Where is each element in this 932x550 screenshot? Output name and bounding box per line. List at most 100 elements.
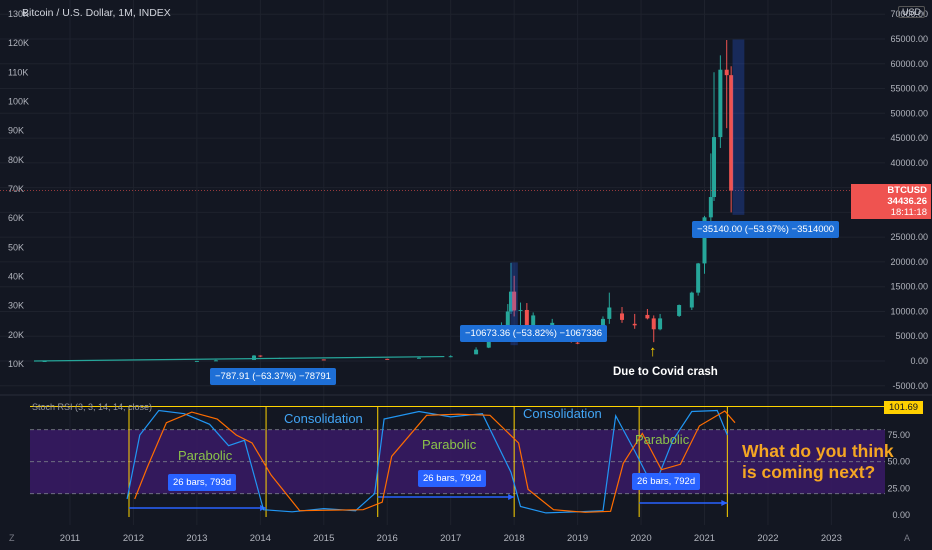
left-tick-label: 100K [8,96,29,106]
x-tick-label: 2016 [377,533,398,544]
candle-body [689,292,694,308]
candle-body [702,217,707,264]
right-tick-label: 25000.00 [890,232,928,242]
rsi-indicator-title[interactable]: Stoch RSI (3, 3, 14, 14, close) [32,402,153,412]
drawdown-callout-2021[interactable]: −35140.00 (−53.97%) −3514000 [692,221,840,238]
stoch-d-line [134,410,736,513]
candle-body [729,75,734,191]
x-tick-label: 2014 [250,533,271,544]
auto-scale-button[interactable]: A [904,533,911,543]
candle-body [508,291,513,312]
parabolic-label-2: Parabolic [422,437,477,452]
candle-body [252,355,257,361]
x-tick-label: 2019 [567,533,588,544]
candle-body [448,356,453,358]
candle-body [724,69,729,76]
right-tick-label: 70000.00 [890,9,928,19]
price-tag-symbol-line: BTCUSD 34436.26 [855,185,927,207]
right-tick-label: 0.00 [910,356,928,366]
range-arrow-head [508,494,515,500]
candle-body [651,318,656,330]
stoch-rsi-lines [126,409,736,514]
candle-body [575,342,580,344]
left-tick-label: 80K [8,155,24,165]
candlestick-series [33,39,734,362]
stoch-k-line [126,409,728,514]
covid-arrow-icon: ↑ [649,343,657,360]
consolidation-label-1: Consolidation [284,411,363,426]
left-tick-label: 70K [8,184,24,194]
x-tick-label: 2013 [186,533,207,544]
candle-body [524,309,529,327]
annotation-overlays [0,39,885,517]
candle-body [696,263,701,293]
early-price-line [33,355,445,362]
drawdown-callout-2014[interactable]: −787.91 (−63.37%) −78791 [210,368,336,385]
candle-body [677,305,682,316]
price-tag-price: 34436.26 [887,196,927,207]
axes: 2011 2012 2013 2014 2015 2016 2017 2018 2019 2020… [8,9,928,544]
rsi-tick-label: 50.00 [887,457,910,467]
candle-body [708,197,713,218]
right-tick-label: 15000.00 [890,282,928,292]
rsi-tick-label: 75.00 [887,430,910,440]
drawdown-callout-2018[interactable]: −10673.36 (−53.82%) −1067336 [460,325,608,342]
candle-body [531,315,536,327]
rsi-tick-label: 25.00 [887,483,910,493]
x-tick-label: 2015 [313,533,334,544]
chart-title: Bitcoin / U.S. Dollar, 1M, INDEX [22,7,171,19]
candle-body [474,349,479,355]
x-tick-label: 2017 [440,533,461,544]
candle-body [658,318,663,330]
bars-range-label-2: 26 bars, 792d [418,470,487,487]
parabolic-label-3: Parabolic [635,432,690,447]
candle-body [620,313,625,320]
left-tick-label: 30K [8,301,24,311]
price-tag-countdown: 18:11:18 [890,207,927,218]
candle-body [607,307,612,319]
right-tick-label: 55000.00 [890,84,928,94]
right-tick-label: 20000.00 [890,257,928,267]
x-tick-label: 2012 [123,533,144,544]
current-price-tag: BTCUSD 34436.26 18:11:18 [851,184,931,219]
candle-body [505,311,510,330]
timezone-button[interactable]: Z [9,533,15,543]
rsi-value-tag: 101.69 [884,401,924,414]
candle-body [512,291,517,311]
right-tick-label: 65000.00 [890,34,928,44]
range-arrow-head [721,500,728,506]
left-tick-label: 50K [8,242,24,252]
left-tick-label: 110K [8,67,28,77]
candle-body [213,360,218,362]
candle-body [712,137,717,198]
currency-button[interactable]: USD [898,6,926,18]
left-tick-label: 90K [8,126,24,136]
drawdown-measure-box [510,262,518,346]
rsi-tick-label: 0.00 [892,510,910,520]
x-tick-label: 2022 [757,533,778,544]
candle-body [321,359,326,361]
left-tick-label: 130K [8,9,29,19]
candle-body [385,358,390,360]
right-tick-label: 5000.00 [895,331,928,341]
candle-body [258,355,263,357]
price-tag-symbol: BTCUSD [887,185,927,196]
x-tick-label: 2018 [504,533,525,544]
drawdown-measure-box [732,39,745,215]
candle-body [486,337,491,348]
x-tick-label: 2011 [60,533,80,544]
right-tick-label: 50000.00 [890,108,928,118]
bars-range-label-3: 26 bars, 792d [632,473,701,490]
candle-body [194,360,199,362]
x-tick-label: 2021 [694,533,715,544]
left-tick-label: 20K [8,330,24,340]
left-tick-label: 60K [8,213,24,223]
parabolic-label-1: Parabolic [178,448,233,463]
candle-body [518,309,523,311]
left-tick-label: 120K [8,38,29,48]
left-tick-label: 40K [8,271,24,281]
covid-annotation: Due to Covid crash [613,366,718,378]
bars-range-label-1: 26 bars, 793d [168,474,237,491]
next-question-text: What do you think is coming next? [742,441,894,482]
